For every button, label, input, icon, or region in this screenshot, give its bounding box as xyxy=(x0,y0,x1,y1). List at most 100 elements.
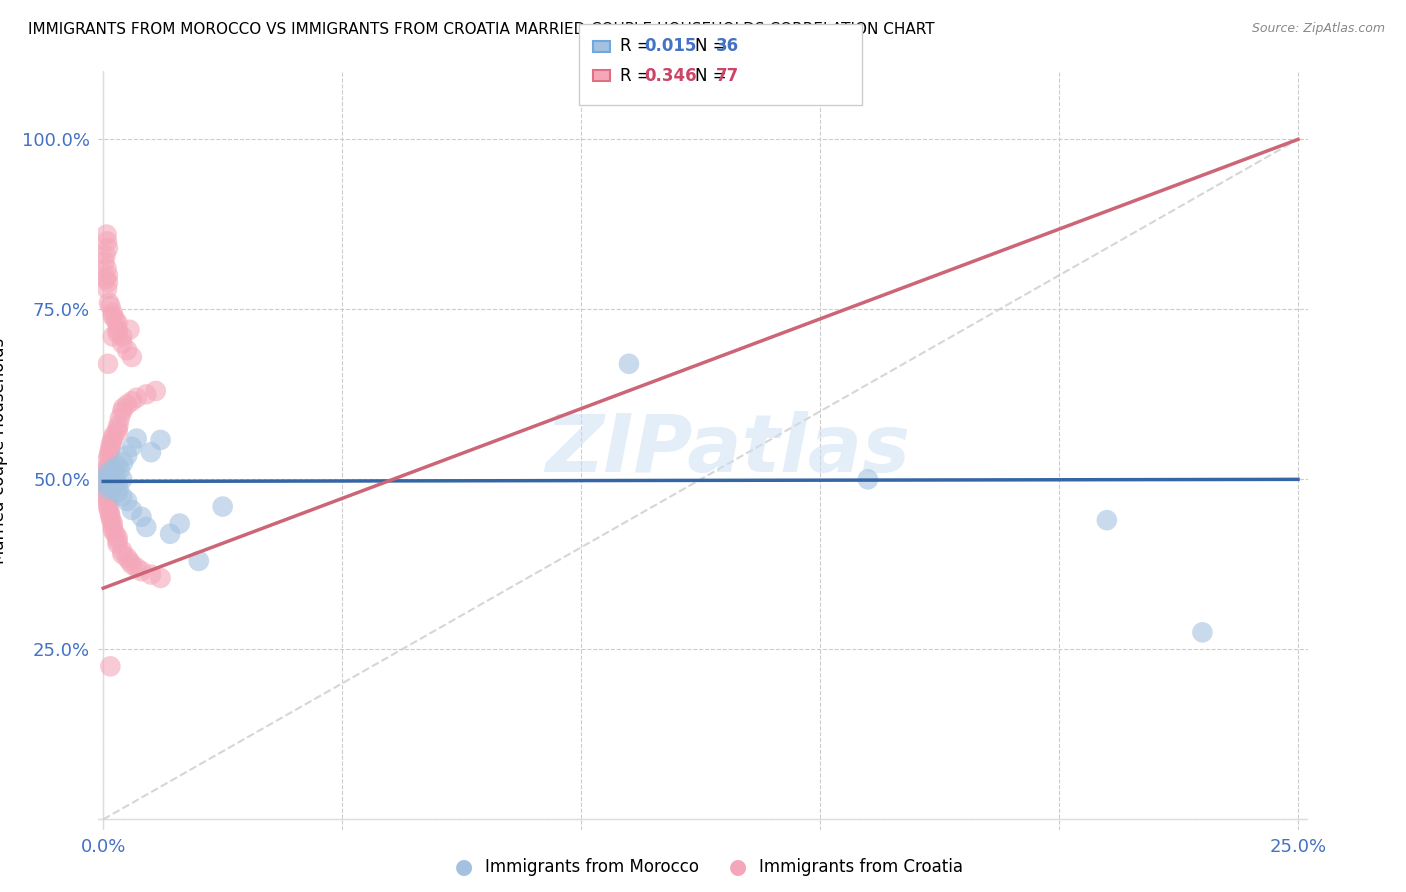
Point xyxy=(169,516,191,531)
Point xyxy=(107,530,129,544)
Point xyxy=(617,357,640,371)
Point xyxy=(108,463,131,477)
Point xyxy=(107,421,129,435)
Point xyxy=(98,442,121,456)
Point xyxy=(103,428,125,442)
Point xyxy=(121,394,143,409)
Point xyxy=(101,520,124,534)
Point xyxy=(107,458,129,473)
Text: N =: N = xyxy=(695,37,731,55)
Point xyxy=(118,323,141,337)
Text: N =: N = xyxy=(695,67,731,85)
Point xyxy=(145,384,167,398)
Point xyxy=(107,486,129,500)
Point xyxy=(118,554,141,568)
Point xyxy=(97,458,120,473)
Point xyxy=(1095,513,1118,527)
Point xyxy=(135,520,157,534)
Point xyxy=(121,440,143,454)
Point xyxy=(115,550,138,565)
Point xyxy=(121,558,143,572)
Point xyxy=(131,564,153,578)
Point xyxy=(135,387,157,401)
Point xyxy=(97,496,120,510)
Point xyxy=(115,398,138,412)
Text: IMMIGRANTS FROM MOROCCO VS IMMIGRANTS FROM CROATIA MARRIED-COUPLE HOUSEHOLDS COR: IMMIGRANTS FROM MOROCCO VS IMMIGRANTS FR… xyxy=(28,22,935,37)
Point xyxy=(107,316,129,330)
Point xyxy=(112,455,135,469)
Point xyxy=(115,494,138,508)
Point xyxy=(125,561,148,575)
Point xyxy=(97,275,120,289)
Point xyxy=(96,489,118,503)
Point xyxy=(101,434,124,449)
Point xyxy=(149,433,172,447)
Point xyxy=(111,329,134,343)
Point xyxy=(98,445,121,459)
Point xyxy=(96,227,118,242)
Text: R =: R = xyxy=(620,67,657,85)
Point xyxy=(1191,625,1213,640)
Point xyxy=(107,326,129,340)
Point xyxy=(97,483,120,497)
Point xyxy=(97,492,120,507)
Point xyxy=(104,526,127,541)
Point xyxy=(107,417,129,432)
Text: 77: 77 xyxy=(716,67,740,85)
Point xyxy=(98,299,121,313)
Point xyxy=(107,323,129,337)
Point xyxy=(101,481,124,495)
Point xyxy=(101,432,124,446)
Text: 0.346: 0.346 xyxy=(644,67,696,85)
Point xyxy=(111,472,134,486)
Point xyxy=(104,312,127,326)
Point xyxy=(96,471,118,485)
Point xyxy=(101,462,124,476)
Point xyxy=(101,516,124,531)
Point xyxy=(96,282,118,296)
Point xyxy=(115,449,138,463)
Point xyxy=(131,509,153,524)
Point xyxy=(97,295,120,310)
Point xyxy=(112,401,135,415)
Text: Immigrants from Croatia: Immigrants from Croatia xyxy=(759,858,963,876)
Text: ●: ● xyxy=(730,857,747,877)
Text: Immigrants from Morocco: Immigrants from Morocco xyxy=(485,858,699,876)
Text: ●: ● xyxy=(456,857,472,877)
Point xyxy=(121,350,143,364)
Point xyxy=(211,500,233,514)
Point xyxy=(111,489,134,503)
Point xyxy=(121,503,143,517)
Point xyxy=(101,309,124,323)
Point xyxy=(107,482,129,496)
Point xyxy=(101,469,124,483)
Point xyxy=(96,462,118,476)
Point xyxy=(96,261,118,276)
Point xyxy=(98,509,121,524)
Text: ZIPatlas: ZIPatlas xyxy=(544,411,910,490)
Point xyxy=(97,241,120,255)
Point xyxy=(187,554,209,568)
Point xyxy=(159,526,181,541)
Point xyxy=(96,466,118,480)
Point xyxy=(139,445,162,459)
Point xyxy=(149,571,172,585)
Text: Source: ZipAtlas.com: Source: ZipAtlas.com xyxy=(1251,22,1385,36)
Point xyxy=(94,486,117,500)
Point xyxy=(101,306,124,320)
Point xyxy=(101,329,124,343)
Point xyxy=(93,254,115,268)
Point xyxy=(100,513,122,527)
Point xyxy=(97,503,120,517)
Point xyxy=(856,472,879,486)
Point xyxy=(115,343,138,358)
Point xyxy=(104,467,127,481)
Point xyxy=(94,479,117,493)
Point xyxy=(111,543,134,558)
Point xyxy=(96,235,118,249)
Point xyxy=(93,475,115,490)
Point xyxy=(111,336,134,351)
Point xyxy=(107,533,129,548)
Point xyxy=(97,500,120,514)
Text: R =: R = xyxy=(620,37,657,55)
